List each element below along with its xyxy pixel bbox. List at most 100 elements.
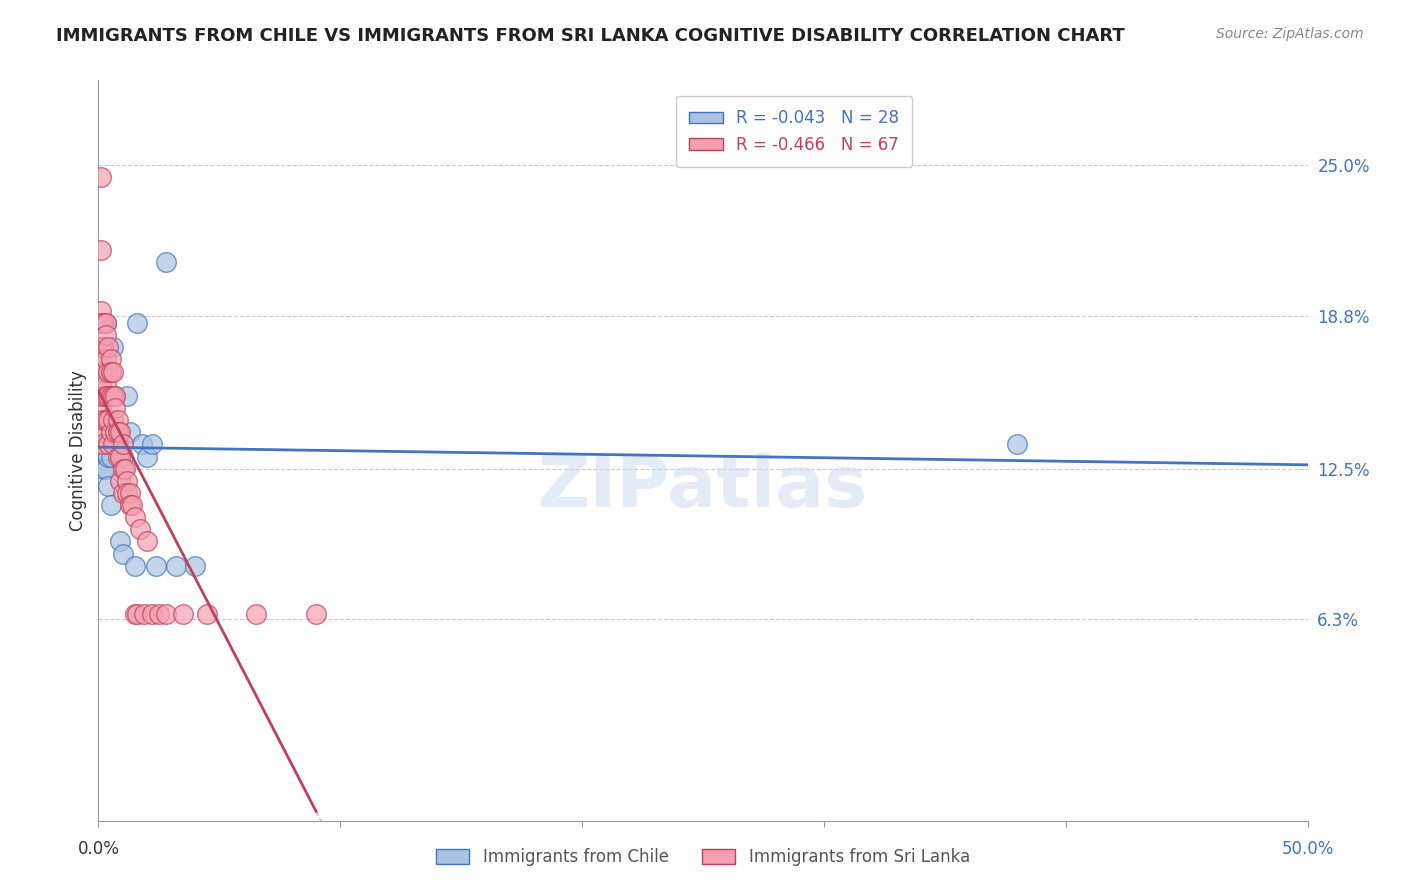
Point [145, 558, 167, 573]
Point [124, 607, 146, 622]
Point [141, 437, 163, 451]
Point [94, 328, 117, 343]
Point [101, 389, 124, 403]
Point [94, 316, 117, 330]
Point [97, 478, 120, 492]
Point [100, 425, 122, 440]
Point [90, 401, 112, 415]
Point [111, 437, 134, 451]
Point [97, 413, 120, 427]
Point [155, 607, 177, 622]
Point [148, 607, 170, 622]
Point [97, 340, 120, 354]
Point [101, 340, 124, 354]
Point [94, 461, 117, 475]
Point [97, 437, 120, 451]
Point [104, 401, 127, 415]
Point [97, 365, 120, 379]
Point [90, 340, 112, 354]
Point [118, 498, 141, 512]
Text: IMMIGRANTS FROM CHILE VS IMMIGRANTS FROM SRI LANKA COGNITIVE DISABILITY CORRELAT: IMMIGRANTS FROM CHILE VS IMMIGRANTS FROM… [56, 27, 1125, 45]
Point [108, 534, 131, 549]
Point [91, 437, 114, 451]
Point [100, 365, 122, 379]
Point [90, 425, 112, 440]
Point [97, 389, 120, 403]
Point [94, 352, 117, 367]
Point [90, 352, 112, 367]
Point [101, 437, 124, 451]
Point [107, 450, 129, 464]
Point [155, 255, 177, 269]
Point [111, 486, 134, 500]
Point [104, 425, 127, 440]
Legend: Immigrants from Chile, Immigrants from Sri Lanka: Immigrants from Chile, Immigrants from S… [427, 840, 979, 875]
Point [101, 365, 124, 379]
Point [121, 498, 143, 512]
Point [1007, 437, 1029, 451]
Point [108, 425, 131, 440]
Point [91, 365, 114, 379]
Point [100, 450, 122, 464]
Point [90, 243, 112, 257]
Point [108, 474, 131, 488]
Point [184, 558, 207, 573]
Point [100, 352, 122, 367]
Point [94, 413, 117, 427]
Point [107, 413, 129, 427]
Point [90, 389, 112, 403]
Text: 0.0%: 0.0% [77, 840, 120, 858]
Point [108, 450, 131, 464]
Point [111, 547, 134, 561]
Point [124, 558, 146, 573]
Point [111, 461, 134, 475]
Point [91, 340, 114, 354]
Point [94, 389, 117, 403]
Point [131, 437, 153, 451]
Point [117, 486, 139, 500]
Point [91, 389, 114, 403]
Y-axis label: Cognitive Disability: Cognitive Disability [69, 370, 87, 531]
Point [90, 365, 112, 379]
Point [111, 450, 134, 464]
Point [100, 389, 122, 403]
Point [118, 425, 141, 440]
Point [90, 376, 112, 391]
Point [90, 304, 112, 318]
Point [97, 450, 120, 464]
Point [90, 389, 112, 403]
Point [118, 486, 141, 500]
Point [195, 607, 218, 622]
Point [114, 461, 136, 475]
Point [141, 607, 163, 622]
Point [172, 607, 194, 622]
Point [100, 498, 122, 512]
Point [127, 607, 149, 622]
Point [101, 413, 124, 427]
Text: Source: ZipAtlas.com: Source: ZipAtlas.com [1216, 27, 1364, 41]
Point [104, 389, 127, 403]
Point [91, 413, 114, 427]
Point [107, 437, 129, 451]
Point [124, 510, 146, 524]
Point [90, 340, 112, 354]
Point [91, 316, 114, 330]
Point [104, 389, 127, 403]
Point [165, 558, 187, 573]
Point [135, 450, 157, 464]
Point [94, 316, 117, 330]
Point [94, 376, 117, 391]
Point [127, 316, 149, 330]
Point [245, 607, 267, 622]
Point [128, 522, 150, 536]
Point [305, 607, 328, 622]
Point [90, 316, 112, 330]
Legend: R = -0.043   N = 28, R = -0.466   N = 67: R = -0.043 N = 28, R = -0.466 N = 67 [676, 96, 912, 167]
Point [117, 389, 139, 403]
Point [117, 474, 139, 488]
Text: 50.0%: 50.0% [1281, 840, 1334, 858]
Point [91, 461, 114, 475]
Point [135, 534, 157, 549]
Point [134, 607, 156, 622]
Point [107, 425, 129, 440]
